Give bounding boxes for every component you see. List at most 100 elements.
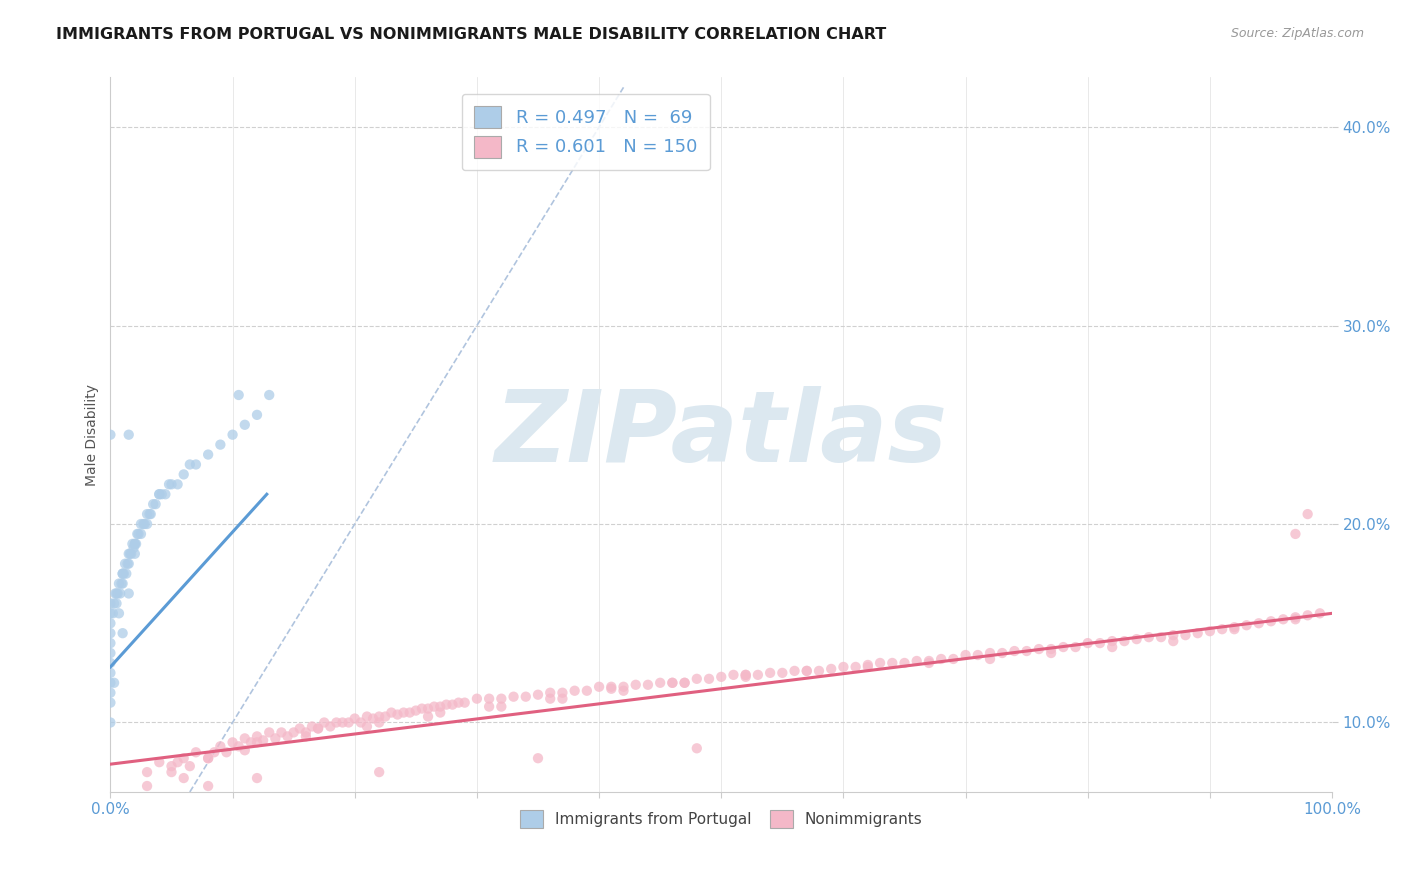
Text: ZIPatlas: ZIPatlas — [495, 386, 948, 483]
Point — [398, 706, 420, 720]
Point — [295, 730, 318, 744]
Point — [132, 516, 155, 531]
Point — [650, 675, 672, 690]
Point — [856, 660, 879, 674]
Point — [118, 547, 141, 561]
Point — [246, 735, 269, 749]
Point — [197, 751, 219, 765]
Point — [1174, 628, 1197, 642]
Point — [155, 487, 177, 501]
Legend: Immigrants from Portugal, Nonimmigrants: Immigrants from Portugal, Nonimmigrants — [513, 804, 929, 834]
Point — [166, 477, 188, 491]
Point — [257, 725, 280, 739]
Point — [209, 437, 232, 451]
Point — [796, 664, 818, 678]
Point — [100, 646, 122, 660]
Point — [447, 696, 470, 710]
Point — [991, 646, 1014, 660]
Point — [100, 715, 122, 730]
Point — [112, 566, 135, 581]
Point — [527, 751, 550, 765]
Point — [1223, 622, 1246, 636]
Point — [845, 660, 868, 674]
Point — [491, 699, 513, 714]
Point — [538, 691, 561, 706]
Point — [454, 696, 477, 710]
Point — [734, 670, 756, 684]
Point — [118, 427, 141, 442]
Point — [136, 765, 159, 780]
Point — [368, 765, 391, 780]
Point — [612, 683, 634, 698]
Point — [136, 507, 159, 521]
Point — [134, 516, 156, 531]
Point — [368, 715, 391, 730]
Point — [129, 516, 152, 531]
Text: Source: ZipAtlas.com: Source: ZipAtlas.com — [1230, 27, 1364, 40]
Point — [136, 516, 159, 531]
Point — [160, 765, 183, 780]
Point — [564, 683, 586, 698]
Point — [138, 507, 160, 521]
Point — [129, 527, 152, 541]
Point — [1309, 607, 1331, 621]
Point — [856, 657, 879, 672]
Point — [600, 681, 623, 696]
Point — [1101, 634, 1123, 648]
Point — [233, 417, 256, 432]
Point — [283, 725, 305, 739]
Point — [100, 607, 122, 621]
Point — [100, 596, 122, 610]
Point — [264, 731, 287, 746]
Point — [966, 648, 988, 662]
Point — [356, 709, 378, 723]
Point — [1028, 642, 1050, 657]
Point — [869, 656, 891, 670]
Point — [277, 730, 299, 744]
Point — [295, 725, 318, 739]
Point — [122, 541, 145, 555]
Point — [429, 706, 451, 720]
Point — [1247, 616, 1270, 631]
Point — [661, 675, 683, 690]
Point — [142, 497, 165, 511]
Point — [1161, 628, 1184, 642]
Point — [807, 664, 830, 678]
Point — [307, 722, 329, 736]
Point — [100, 427, 122, 442]
Point — [100, 636, 122, 650]
Point — [368, 709, 391, 723]
Point — [124, 537, 146, 551]
Point — [416, 709, 439, 723]
Point — [465, 691, 488, 706]
Point — [314, 715, 336, 730]
Point — [411, 701, 433, 715]
Point — [1296, 608, 1319, 623]
Point — [478, 699, 501, 714]
Point — [1101, 640, 1123, 654]
Point — [148, 487, 170, 501]
Point — [301, 719, 323, 733]
Point — [478, 691, 501, 706]
Point — [387, 707, 409, 722]
Point — [111, 576, 134, 591]
Point — [124, 547, 146, 561]
Point — [796, 664, 818, 678]
Point — [221, 427, 243, 442]
Point — [233, 731, 256, 746]
Point — [380, 706, 402, 720]
Point — [111, 566, 134, 581]
Point — [100, 626, 122, 640]
Point — [491, 691, 513, 706]
Point — [1015, 644, 1038, 658]
Point — [1004, 644, 1026, 658]
Point — [673, 675, 696, 690]
Point — [551, 686, 574, 700]
Point — [100, 616, 122, 631]
Point — [1161, 634, 1184, 648]
Point — [918, 656, 941, 670]
Point — [429, 699, 451, 714]
Point — [139, 507, 162, 521]
Point — [1040, 642, 1063, 657]
Point — [405, 704, 427, 718]
